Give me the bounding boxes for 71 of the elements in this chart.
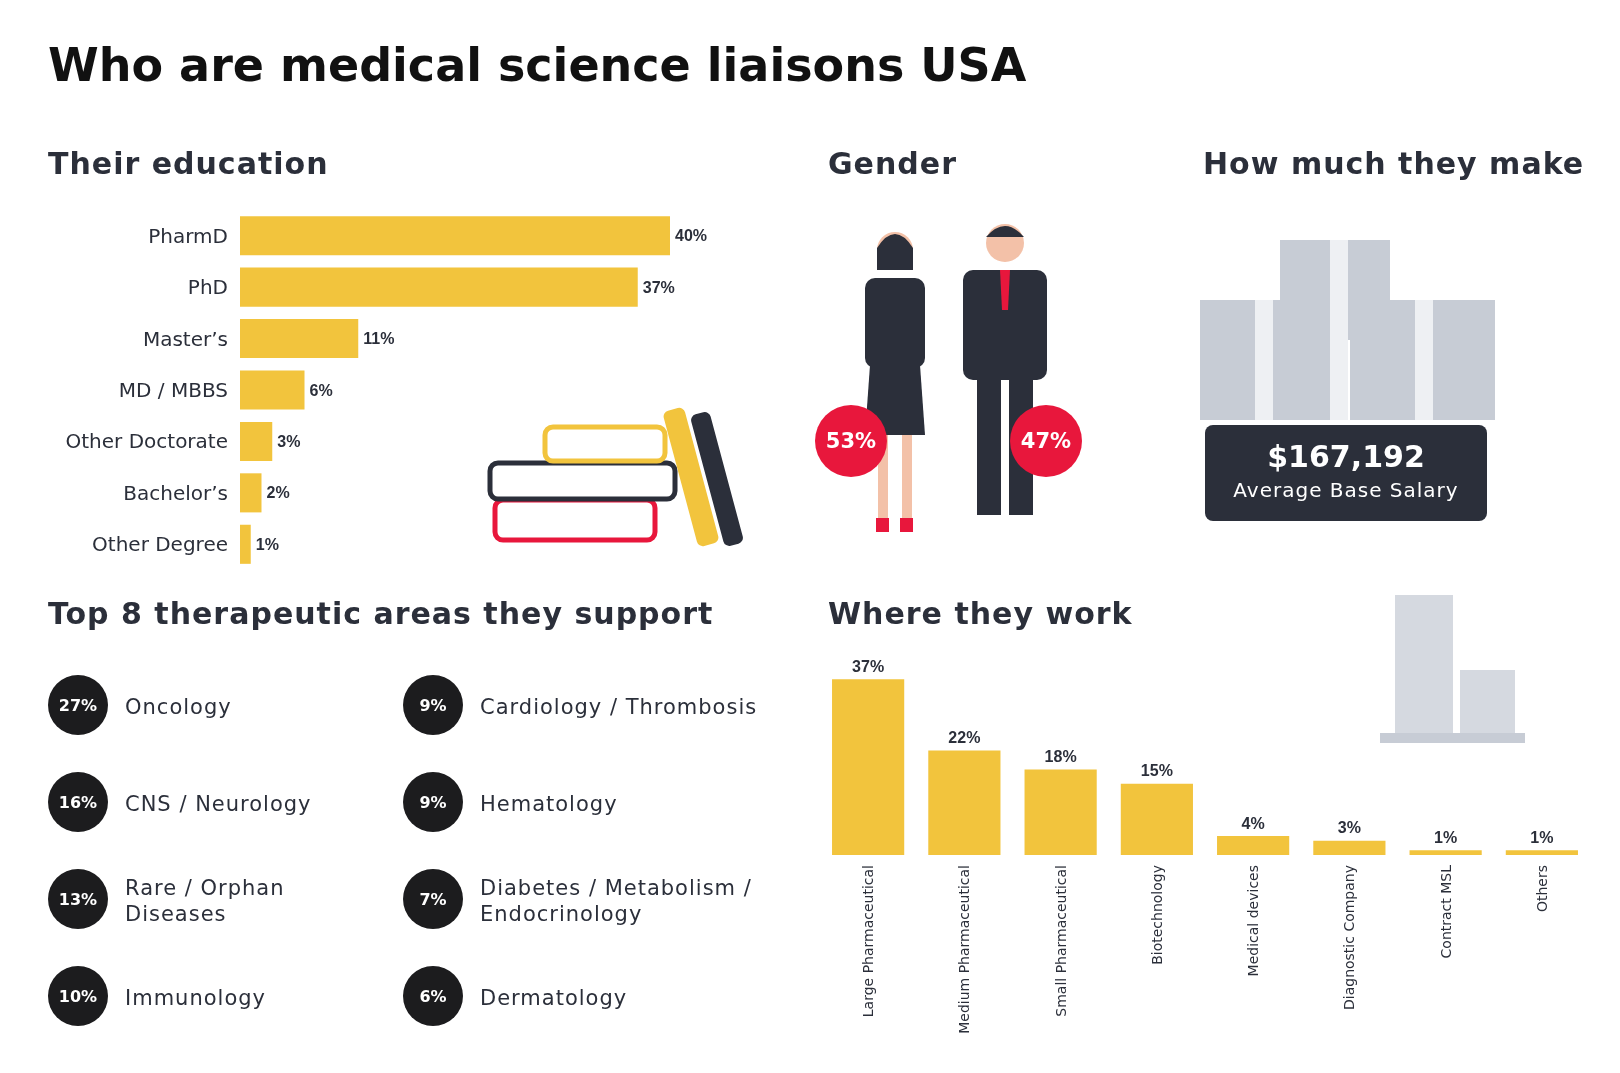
category-label: Cardiology / Thrombosis (480, 694, 759, 721)
text: 9% (419, 695, 447, 715)
bar (1120, 783, 1193, 855)
text: $167,192 (1266, 439, 1426, 474)
bar (240, 524, 251, 564)
text: 47% (1010, 405, 1082, 477)
text: 16% (58, 792, 98, 812)
data-label: 37% (852, 657, 885, 675)
bar (240, 473, 262, 513)
bar (1505, 850, 1578, 855)
y-tick-label: MD / MBBS (118, 378, 228, 402)
bar (832, 679, 905, 855)
text: 7% (419, 889, 447, 909)
category-label: CNS / Neurology (125, 791, 313, 818)
data-label: 11% (363, 330, 395, 348)
text: Gender (828, 146, 957, 181)
bar (240, 319, 359, 359)
data-label: 22% (948, 729, 981, 746)
x-tick-label: Contract MSL (1437, 864, 1454, 959)
text: 10% (58, 986, 98, 1006)
data-label: 18% (1044, 748, 1077, 765)
y-tick-label: PharmD (148, 223, 228, 248)
chart-title: Their education (48, 146, 329, 181)
text: 13% (58, 889, 98, 909)
data-label: 3% (277, 432, 301, 450)
bar (240, 370, 305, 410)
x-tick-label: Others (1533, 865, 1550, 913)
data-label: 40% (675, 227, 708, 245)
x-tick-label: Medium Pharmaceutical (956, 865, 973, 1034)
data-label: 37% (642, 278, 675, 296)
bar (1313, 840, 1386, 855)
category-label: Dermatology (480, 985, 629, 1012)
data-label: 2% (266, 484, 290, 502)
bar (1409, 850, 1482, 855)
text: 53% (815, 405, 887, 477)
y-tick-label: Other Degree (92, 532, 228, 557)
y-tick-label: Other Doctorate (65, 429, 228, 454)
text: How much they make (1203, 146, 1585, 181)
bar (240, 421, 273, 461)
text: Top 8 therapeutic areas they support (48, 596, 714, 631)
bar (928, 750, 1001, 855)
data-label: 3% (1337, 819, 1361, 837)
text: 27% (58, 695, 98, 715)
bar (1217, 836, 1290, 855)
y-tick-label: Master’s (142, 326, 228, 351)
bar (1024, 769, 1097, 855)
category-label: Oncology (125, 694, 233, 721)
category-label: Immunology (125, 985, 267, 1012)
data-label: 4% (1241, 814, 1265, 832)
data-label: 1% (1530, 828, 1554, 846)
x-tick-label: Medical devices (1245, 865, 1262, 977)
x-tick-label: Large Pharmaceutical (860, 865, 877, 1018)
text: 9% (419, 792, 447, 812)
y-tick-label: Bachelor’s (123, 480, 228, 505)
bar (240, 267, 638, 307)
x-tick-label: Diagnostic Company (1341, 865, 1358, 1010)
x-tick-label: Biotechnology (1148, 865, 1165, 965)
text: Average Base Salary (1232, 478, 1460, 502)
category-label: Diabetes / Metabolism / Endocrinology (480, 875, 753, 928)
bar (240, 216, 670, 256)
data-label: 15% (1140, 762, 1173, 780)
y-tick-label: PhD (187, 275, 228, 300)
text: 6% (419, 986, 447, 1006)
data-label: 1% (255, 535, 279, 553)
text: Who are medical science liaisons USA (48, 38, 1027, 92)
category-label: Rare / Orphan Diseases (125, 875, 286, 928)
chart-title: Where they work (828, 596, 1133, 631)
x-tick-label: Small Pharmaceutical (1052, 865, 1069, 1017)
data-label: 6% (309, 381, 333, 399)
data-label: 1% (1434, 828, 1458, 846)
category-label: Hematology (480, 791, 619, 818)
